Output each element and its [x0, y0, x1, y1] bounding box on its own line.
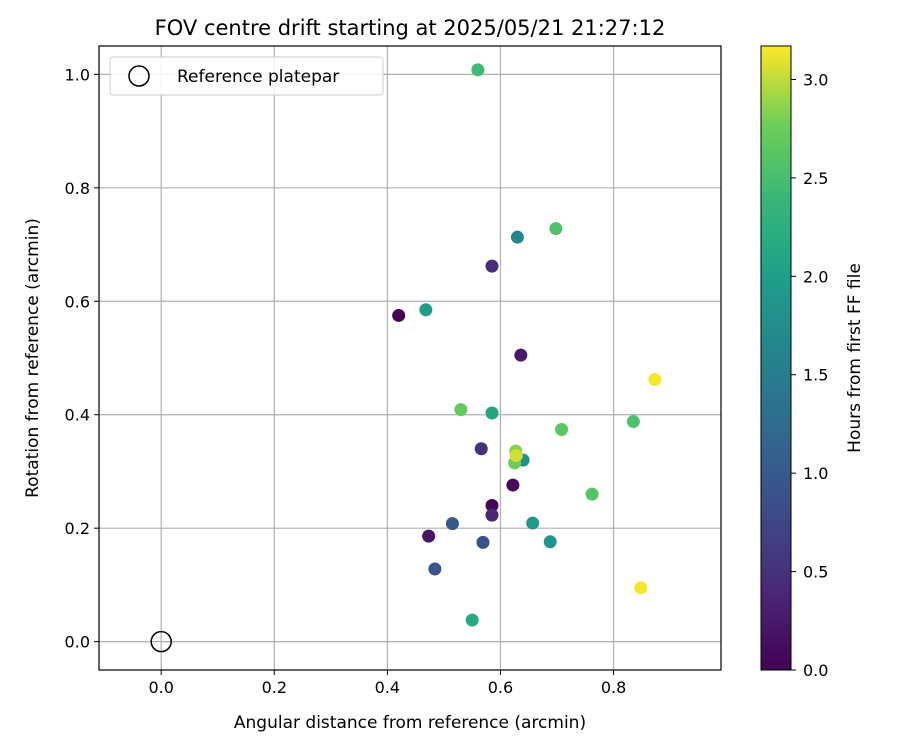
colorbar-tick-label: 2.5: [803, 169, 828, 188]
data-point: [392, 308, 406, 322]
data-point: [485, 498, 499, 512]
data-point: [506, 478, 520, 492]
x-axis-title: Angular distance from reference (arcmin): [234, 713, 586, 733]
chart-title: FOV centre drift starting at 2025/05/21 …: [155, 16, 666, 40]
plot-frame: [98, 45, 722, 671]
y-tick-label: 0.4: [65, 406, 90, 425]
x-tick-label: 0.4: [375, 678, 400, 697]
data-point: [485, 259, 499, 273]
colorbar-tick-label: 1.5: [803, 366, 828, 385]
colorbar: 0.0 0.5 1.0 1.5 2.0 2.5 3.0 Hours from first F…: [760, 45, 865, 680]
colorbar-tick-label: 1.0: [803, 464, 828, 483]
colorbar-tick-label: 0.5: [803, 563, 828, 582]
data-point: [626, 415, 640, 429]
y-tick-label: 0.0: [65, 633, 90, 652]
y-axis-title: Rotation from reference (arcmin): [23, 218, 43, 498]
data-point: [526, 516, 540, 530]
data-point: [585, 487, 599, 501]
colorbar-ticks: 0.0 0.5 1.0 1.5 2.0 2.5 3.0: [791, 70, 828, 680]
y-tick-label: 0.6: [65, 292, 90, 311]
y-axis-ticks: 0.0 0.2 0.4 0.6 0.8 1.0: [65, 65, 99, 652]
data-point: [514, 348, 528, 362]
legend: Reference platepar: [109, 56, 384, 96]
data-point: [465, 613, 479, 627]
data-point: [510, 230, 524, 244]
data-point: [549, 222, 563, 236]
data-point: [634, 581, 648, 595]
data-point: [445, 517, 459, 531]
reference-point-marker: [150, 630, 172, 653]
y-tick-label: 0.2: [65, 519, 90, 538]
colorbar-tick-label: 0.0: [803, 661, 828, 680]
data-point: [543, 535, 557, 549]
colorbar-gradient: [760, 45, 792, 671]
data-point: [555, 422, 569, 436]
x-tick-label: 0.6: [488, 678, 513, 697]
data-points: [150, 63, 662, 653]
x-tick-label: 0.2: [262, 678, 287, 697]
x-axis-ticks: 0.0 0.2 0.4 0.6 0.8: [148, 670, 626, 697]
x-tick-label: 0.0: [148, 678, 173, 697]
colorbar-tick-label: 2.0: [803, 267, 828, 286]
data-point: [454, 403, 468, 417]
y-tick-label: 0.8: [65, 179, 90, 198]
data-point: [471, 63, 485, 77]
data-point: [428, 562, 442, 576]
data-point: [485, 508, 499, 522]
data-point: [485, 406, 499, 420]
data-point: [474, 442, 488, 456]
y-tick-label: 1.0: [65, 65, 90, 84]
data-point: [419, 303, 433, 317]
colorbar-tick-label: 3.0: [803, 70, 828, 89]
data-point: [648, 373, 662, 387]
grid: [99, 46, 721, 670]
legend-open-circle-marker: [128, 65, 150, 87]
data-point: [476, 535, 490, 549]
legend-box: [109, 56, 384, 96]
x-tick-label: 0.8: [601, 678, 626, 697]
data-point: [422, 529, 436, 543]
colorbar-title: Hours from first FF file: [845, 263, 865, 453]
legend-label-reference-platepar: Reference platepar: [177, 67, 339, 87]
data-point: [509, 449, 523, 463]
